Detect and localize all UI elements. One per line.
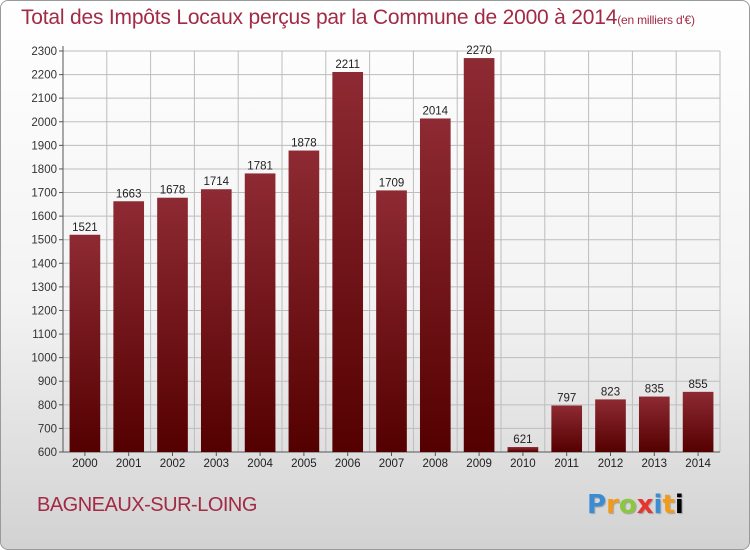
x-tick-label: 2011	[554, 458, 579, 470]
x-tick-label: 2003	[204, 458, 230, 470]
y-tick-label: 600	[38, 447, 57, 459]
bar-value-label: 1663	[116, 188, 142, 200]
x-tick-label: 2001	[116, 458, 142, 470]
y-tick-label: 1800	[31, 164, 57, 176]
y-tick-label: 2100	[31, 93, 57, 105]
logo-letter: o	[618, 490, 637, 520]
bar-value-label: 2270	[466, 45, 492, 57]
x-tick-label: 2005	[291, 458, 317, 470]
title-text: Total des Impôts Locaux perçus par la Co…	[21, 6, 618, 29]
bar	[244, 173, 276, 452]
logo-letter: i	[674, 490, 684, 520]
x-tick-label: 2009	[466, 458, 492, 470]
bar-value-label: 823	[601, 386, 620, 398]
bar	[288, 150, 320, 452]
x-tick-label: 2010	[510, 458, 536, 470]
bar	[157, 197, 188, 452]
bar	[551, 405, 583, 452]
y-tick-label: 2300	[31, 46, 57, 58]
value-labels: 1521 1663 1678 1714 1781 1878 2211 1709 2014 2270…	[72, 45, 708, 446]
proxiti-logo[interactable]: Proxiti	[587, 490, 684, 520]
bars	[69, 58, 714, 453]
x-tick-label: 2002	[160, 458, 186, 470]
logo-letter: t	[662, 490, 675, 520]
y-tick-label: 1100	[32, 329, 57, 341]
y-tick-label: 1600	[31, 211, 57, 223]
x-tick-label: 2013	[642, 458, 668, 470]
bar	[463, 58, 495, 452]
y-tick-label: 1300	[31, 282, 57, 294]
bar-value-label: 1781	[247, 160, 273, 172]
x-tick-label: 2000	[72, 458, 98, 470]
title-unit: (en milliers d'€)	[617, 13, 695, 27]
logo-letter: r	[606, 490, 619, 520]
x-tick-labels: 2000 2001 2002 2003 2004 2005 2006 2007 2008 2009…	[72, 458, 711, 470]
x-tick-label: 2006	[335, 458, 361, 470]
y-tick-label: 800	[38, 400, 57, 412]
bar	[507, 447, 539, 452]
bar	[376, 190, 407, 452]
bar-value-label: 1714	[204, 176, 230, 188]
x-tick-label: 2014	[685, 458, 711, 470]
chart-title: Total des Impôts Locaux perçus par la Co…	[21, 6, 695, 30]
y-tick-label: 2000	[31, 117, 57, 129]
bar	[69, 234, 101, 452]
y-tick-label: 2200	[31, 70, 57, 82]
commune-name: BAGNEAUX-SUR-LOING	[37, 494, 257, 516]
y-tick-label: 1000	[31, 353, 57, 365]
x-tick-label: 2007	[379, 458, 405, 470]
y-tick-label: 1900	[31, 140, 57, 152]
y-tick-labels: 600 700 800 900 1000 1100 1200 1300 1400 1500 1600…	[31, 46, 57, 459]
bar	[332, 71, 364, 452]
x-tick-label: 2004	[247, 458, 273, 470]
y-tick-label: 700	[38, 423, 57, 435]
bar-value-label: 621	[513, 434, 532, 446]
bar-value-label: 835	[645, 384, 664, 396]
x-tick-label: 2008	[423, 458, 449, 470]
bar-value-label: 2211	[335, 59, 360, 71]
y-tick-label: 1500	[31, 235, 57, 247]
x-tick-label: 2012	[598, 458, 624, 470]
logo-letter: P	[587, 490, 607, 520]
bar-value-label: 1709	[379, 177, 405, 189]
bar	[682, 391, 714, 452]
bar-value-label: 1878	[291, 138, 317, 150]
bar-value-label: 2014	[423, 105, 449, 117]
bar	[638, 396, 670, 452]
y-tick-label: 1200	[31, 305, 57, 317]
bar	[113, 201, 145, 452]
logo-letter: i	[653, 490, 663, 520]
y-tick-label: 1400	[31, 258, 57, 270]
y-tick-label: 1700	[31, 188, 57, 200]
bar-value-label: 1521	[72, 222, 98, 234]
logo-letter: x	[636, 490, 654, 520]
y-tick-label: 900	[38, 376, 57, 388]
bar-value-label: 855	[689, 379, 708, 391]
bar	[419, 118, 451, 453]
bar-value-label: 797	[557, 393, 576, 405]
bar	[200, 189, 232, 453]
bar-value-label: 1678	[160, 185, 186, 197]
bar	[595, 399, 626, 452]
